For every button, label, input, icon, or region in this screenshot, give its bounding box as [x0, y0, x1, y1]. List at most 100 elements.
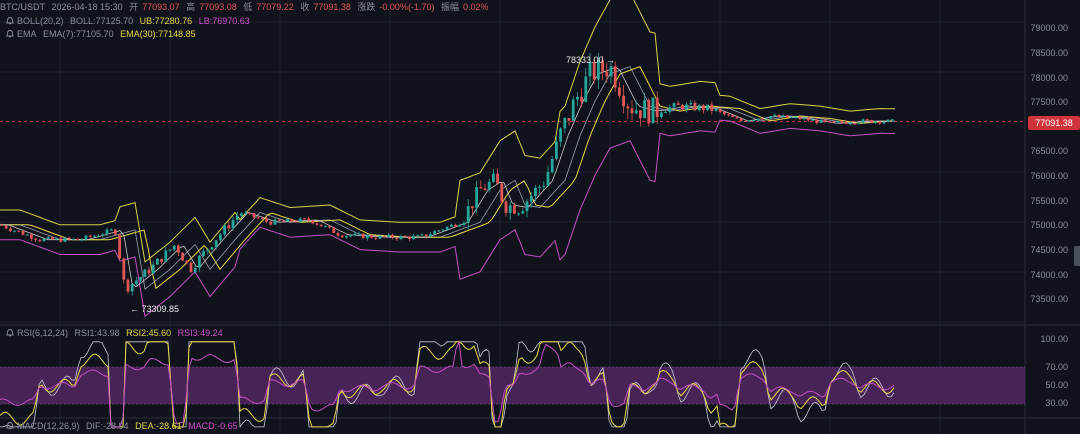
price-axis-label: 75500.00	[1030, 196, 1068, 206]
low-value: 77079.22	[256, 2, 294, 12]
ema-legend[interactable]: EMA EMA(7):77105.70 EMA(30):77148.85	[0, 29, 200, 40]
candle-body	[72, 238, 75, 240]
candle-body	[294, 221, 298, 223]
candle-body	[177, 245, 180, 253]
candle-body	[731, 115, 735, 118]
boll-name: BOLL(20,2)	[17, 16, 64, 26]
candle-body	[840, 121, 844, 123]
candle-body	[832, 121, 835, 123]
boll-legend[interactable]: BOLL(20,2) BOLL:77125.70 UB:77280.76 LB:…	[0, 16, 254, 27]
candle-body	[46, 237, 50, 239]
candle-body	[525, 201, 529, 212]
candle-body	[534, 187, 537, 197]
bell-icon[interactable]	[6, 329, 14, 337]
candle-body	[135, 280, 138, 284]
candle-body	[21, 230, 25, 235]
rsi2-line	[0, 341, 895, 428]
candle-body	[660, 112, 663, 117]
macd-name: MACD(12,26,9)	[17, 421, 80, 431]
candle-body	[529, 196, 533, 202]
ema30-line	[0, 65, 893, 290]
candle-body	[391, 234, 394, 239]
bell-icon[interactable]	[6, 30, 14, 38]
candle-body	[353, 233, 357, 236]
candle-body	[51, 237, 54, 240]
macd-legend[interactable]: MACD(12,26,9) DIF:-28.94 DEA:-28.61 MACD…	[0, 421, 242, 432]
candle-body	[769, 116, 772, 119]
candle-body	[634, 110, 638, 114]
price-axis-label: 79000.00	[1030, 23, 1068, 33]
candle-body	[151, 264, 155, 274]
candle-body	[773, 114, 777, 117]
candle-body	[504, 201, 508, 213]
candle-body	[370, 235, 373, 238]
candle-body	[328, 226, 331, 228]
candle-body	[563, 118, 567, 129]
candle-body	[63, 237, 67, 242]
candle-body	[403, 235, 407, 237]
candle-body	[118, 234, 121, 259]
candle-body	[874, 121, 877, 123]
candle-body	[303, 218, 306, 220]
candle-body	[265, 218, 268, 222]
candle-body	[164, 250, 168, 262]
ema7-line	[0, 66, 893, 288]
candle-body	[441, 229, 445, 231]
candle-body	[794, 116, 798, 118]
candle-body	[345, 235, 348, 238]
candle-body	[718, 108, 722, 112]
candle-body	[387, 234, 390, 237]
bell-icon[interactable]	[6, 17, 14, 25]
candle-body	[861, 119, 865, 123]
datetime-label: 2026-04-18 15:30	[51, 2, 123, 12]
candle-body	[626, 106, 630, 109]
bell-icon[interactable]	[6, 422, 14, 430]
candle-body	[378, 235, 382, 239]
candle-body	[651, 97, 655, 124]
candle-body	[261, 218, 264, 220]
candle-body	[210, 247, 214, 250]
candle-body	[433, 231, 436, 235]
candle-body	[244, 212, 247, 214]
candle-body	[811, 119, 814, 121]
price-axis-label: 74500.00	[1030, 245, 1068, 255]
candle-body	[172, 245, 176, 250]
candle-body	[269, 221, 273, 225]
candle-body	[517, 213, 520, 215]
candle-body	[609, 66, 613, 77]
scroll-handle[interactable]	[1074, 246, 1080, 266]
candle-body	[420, 234, 424, 236]
candle-body	[639, 110, 642, 119]
candle-body	[521, 211, 525, 214]
candle-body	[42, 238, 46, 242]
candle-body	[487, 181, 491, 191]
candle-body	[550, 159, 554, 173]
rsi-legend[interactable]: RSI(6,12,24) RSI1:43.98 RSI2:45.60 RSI3:…	[0, 328, 227, 339]
candle-body	[240, 213, 243, 216]
candle-body	[567, 118, 571, 121]
candle-body	[714, 108, 718, 111]
candle-body	[882, 121, 886, 124]
rsi-axis-label: 30.00	[1045, 398, 1068, 408]
change-label: 涨跌	[357, 2, 376, 12]
candle-body	[130, 283, 134, 292]
boll-ub: UB:77280.76	[139, 16, 193, 26]
candle-body	[844, 122, 848, 124]
price-axis-label: 77500.00	[1030, 97, 1068, 107]
candle-body	[408, 236, 411, 240]
candle-body	[601, 60, 604, 72]
candle-body	[760, 118, 764, 120]
candle-body	[802, 118, 806, 120]
candle-body	[630, 108, 634, 114]
candle-body	[886, 119, 890, 122]
macd-dif: DIF:-28.94	[86, 421, 129, 431]
high-value: 77093.08	[199, 2, 237, 12]
low-label: 低	[243, 2, 253, 12]
candle-body	[25, 234, 29, 236]
candle-body	[13, 230, 16, 232]
macd-value: MACD:-0.65	[188, 421, 238, 431]
price-axis-label: 75000.00	[1030, 220, 1068, 230]
candle-body	[676, 103, 680, 105]
